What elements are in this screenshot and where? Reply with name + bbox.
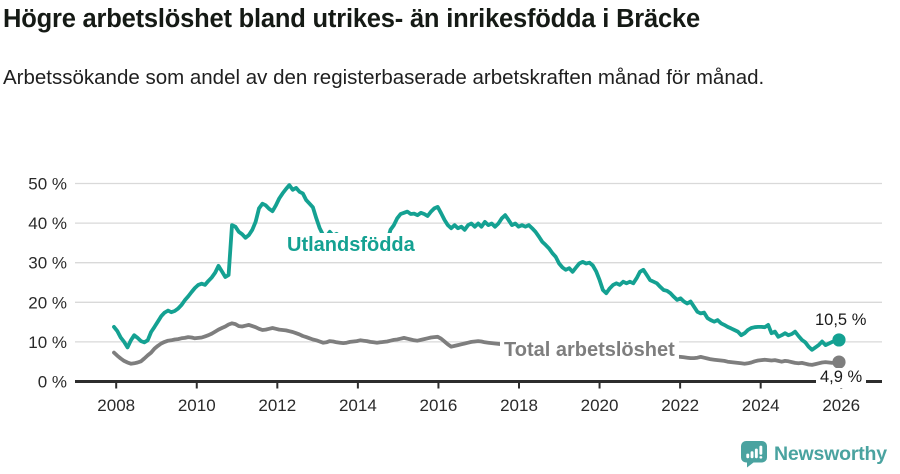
y-tick-label-50: 50 % (28, 175, 67, 194)
end-value-label-total: 4,9 % (816, 368, 867, 389)
x-tick-label-2018: 2018 (500, 396, 538, 415)
x-tick-label-2014: 2014 (339, 396, 377, 415)
series-end-dot-utlandsfodda (832, 333, 846, 347)
x-tick-label-2022: 2022 (661, 396, 699, 415)
series-label-total-arbetsloshet: Total arbetslöshet (500, 338, 679, 364)
series-line-total-arbetsloshet (112, 321, 841, 367)
chart-title: Högre arbetslöshet bland utrikes- än inr… (3, 5, 700, 33)
end-value-label-utlandsfodda: 10,5 % (815, 311, 867, 329)
x-tick-label-2012: 2012 (258, 396, 296, 415)
y-tick-label-0: 0 % (38, 373, 67, 392)
x-tick-label-2008: 2008 (97, 396, 135, 415)
x-tick-label-2016: 2016 (420, 396, 458, 415)
series-end-dot-total-arbetsloshet (832, 355, 846, 369)
y-tick-label-10: 10 % (28, 333, 67, 352)
y-tick-label-40: 40 % (28, 214, 67, 233)
series-label-utlandsfodda: Utlandsfödda (283, 233, 419, 259)
x-tick-label-2024: 2024 (742, 396, 780, 415)
x-tick-label-2010: 2010 (178, 396, 216, 415)
y-tick-label-20: 20 % (28, 293, 67, 312)
newsworthy-brand-name: Newsworthy (774, 443, 887, 466)
x-tick-label-2020: 2020 (581, 396, 619, 415)
newsworthy-logo-icon (741, 441, 767, 468)
x-tick-label-2026: 2026 (822, 396, 860, 415)
series-line-utlandsfodda (112, 183, 841, 352)
chart-subtitle: Arbetssökande som andel av den registerb… (3, 66, 765, 89)
y-tick-label-30: 30 % (28, 254, 67, 273)
newsworthy-brand[interactable]: Newsworthy (740, 440, 887, 468)
